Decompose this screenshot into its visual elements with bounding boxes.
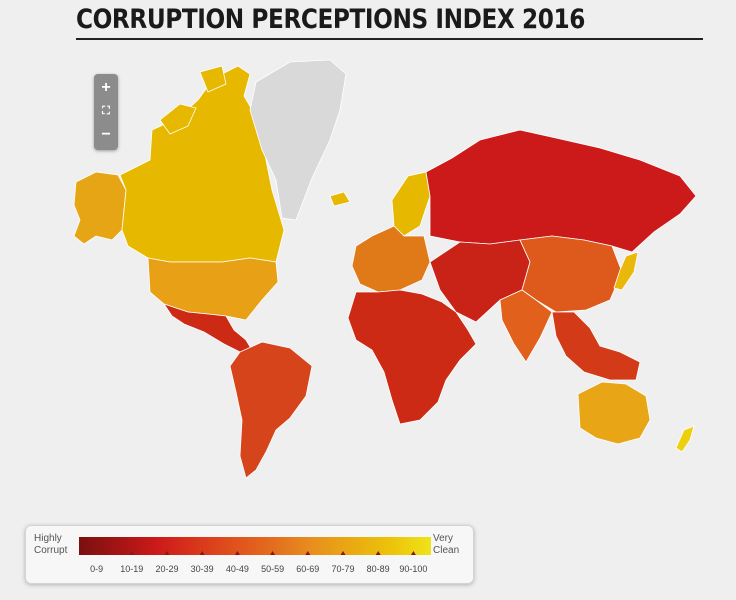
legend-notch — [305, 551, 311, 555]
legend-low-label: Highly Corrupt — [34, 533, 74, 557]
region-alaska[interactable] — [73, 171, 127, 245]
legend-notch — [270, 551, 276, 555]
region-scandinavia[interactable] — [329, 171, 431, 237]
region-china[interactable] — [519, 235, 623, 313]
region-greenland[interactable] — [249, 59, 347, 221]
region-japan[interactable] — [613, 251, 639, 291]
zoom-out-button[interactable]: − — [101, 126, 111, 143]
region-usa[interactable] — [147, 257, 279, 321]
legend-high-label: Very Clean — [433, 533, 473, 557]
map-legend: Highly Corrupt 0-9 10-19 20-29 30-39 40-49 50… — [25, 525, 474, 584]
legend-color-bar — [79, 537, 431, 555]
zoom-controls: + ⛶ − — [94, 74, 118, 150]
legend-gradient — [79, 537, 431, 555]
legend-notch — [410, 551, 416, 555]
legend-range-label: 40-49 — [225, 564, 249, 574]
legend-notch — [340, 551, 346, 555]
legend-range-label: 50-59 — [261, 564, 285, 574]
world-map[interactable] — [0, 0, 736, 520]
region-europe[interactable] — [351, 225, 431, 293]
legend-high-label-line1: Very — [433, 533, 454, 544]
region-india[interactable] — [499, 289, 553, 363]
legend-notch — [94, 551, 100, 555]
legend-notch — [164, 551, 170, 555]
region-southeast-asia[interactable] — [551, 311, 641, 381]
region-australia[interactable] — [577, 381, 651, 445]
legend-range-label: 60-69 — [296, 564, 320, 574]
legend-range-label: 70-79 — [331, 564, 355, 574]
region-africa[interactable] — [347, 289, 477, 425]
legend-low-label-line1: Highly — [34, 533, 62, 544]
legend-high-label-line2: Clean — [433, 545, 460, 556]
page-title: CORRUPTION PERCEPTIONS INDEX 2016 — [76, 4, 585, 35]
fit-map-button[interactable]: ⛶ — [102, 105, 110, 117]
zoom-in-button[interactable]: + — [101, 79, 111, 96]
legend-range-label: 80-89 — [366, 564, 390, 574]
legend-notch — [234, 551, 240, 555]
legend-range-label: 90-100 — [399, 564, 428, 574]
legend-notch — [199, 551, 205, 555]
legend-notch — [129, 551, 135, 555]
legend-range-label: 20-29 — [155, 564, 179, 574]
region-russia[interactable] — [425, 129, 697, 253]
legend-range-label: 10-19 — [120, 564, 144, 574]
legend-low-label-line2: Corrupt — [34, 545, 68, 556]
legend-notch — [375, 551, 381, 555]
legend-ticks: 0-9 10-19 20-29 30-39 40-49 50-59 60-69 70-79 80… — [79, 564, 431, 578]
legend-range-label: 0-9 — [90, 564, 104, 574]
region-new-zealand[interactable] — [675, 425, 695, 453]
title-rule — [76, 38, 703, 40]
legend-range-label: 30-39 — [190, 564, 214, 574]
region-south-america[interactable] — [229, 341, 313, 479]
region-canada-islands[interactable] — [159, 65, 227, 135]
